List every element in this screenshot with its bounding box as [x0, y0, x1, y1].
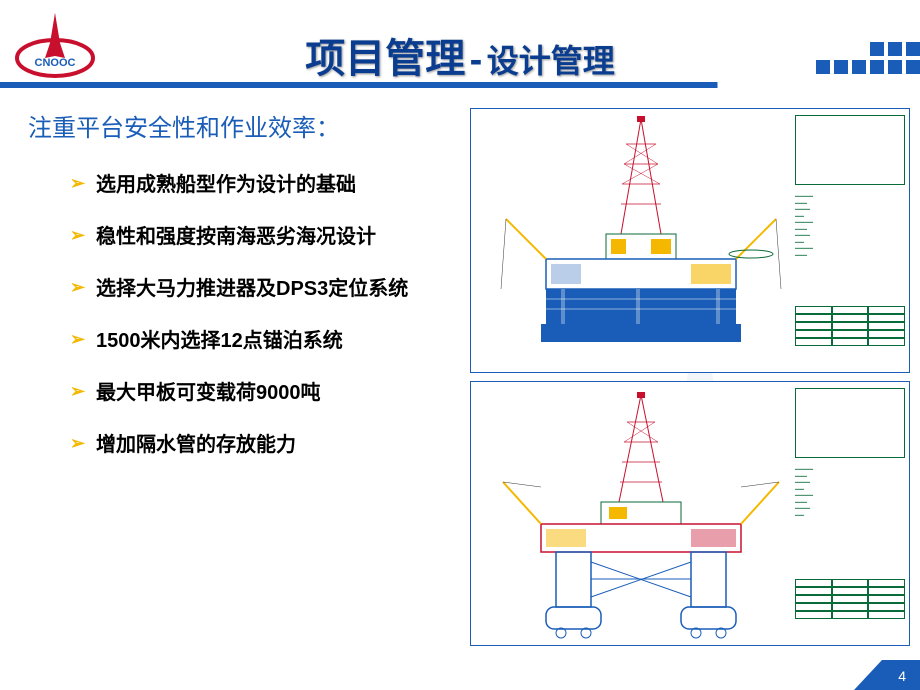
bullet-item: 选择大马力推进器及DPS3定位系统 [70, 271, 458, 307]
title-container: 项目管理 - 设计管理 [0, 4, 920, 84]
title-separator: - [470, 39, 483, 81]
rig-diagram-side-view: ━━━━━━━━━━━━━━━━━━━━━━━━━━━━━━━━━━━━━━━━… [470, 108, 910, 373]
bullet-item: 稳性和强度按南海恶劣海况设计 [70, 219, 458, 255]
diagram-column: ━━━━━━━━━━━━━━━━━━━━━━━━━━━━━━━━━━━━━━━━… [470, 108, 910, 646]
bullet-item: 选用成熟船型作为设计的基础 [70, 167, 458, 203]
svg-text:CNOOC: CNOOC [35, 57, 76, 69]
title-main: 项目管理 [305, 37, 465, 81]
slide-header: CNOOC 项目管理 - 设计管理 [0, 0, 920, 88]
header-decoration-squares [816, 42, 920, 74]
rig-diagram-front-view: ━━━━━━━━━━━━━━━━━━━━━━━━━━━━━━━━━━━━ [470, 381, 910, 646]
bullet-list: 选用成熟船型作为设计的基础 稳性和强度按南海恶劣海况设计 选择大马力推进器及DP… [28, 167, 458, 463]
content-area: 注重平台安全性和作业效率： 选用成熟船型作为设计的基础 稳性和强度按南海恶劣海况… [0, 88, 920, 646]
bullet-item: 增加隔水管的存放能力 [70, 427, 458, 463]
cnooc-logo: CNOOC [10, 8, 100, 80]
spec-table-block [795, 306, 905, 366]
subtitle: 注重平台安全性和作业效率： [28, 108, 458, 143]
bullet-item: 1500米内选择12点锚泊系统 [70, 323, 458, 359]
spec-table-block [795, 579, 905, 639]
header-underline [0, 82, 920, 88]
spec-title-block [795, 388, 905, 458]
text-column: 注重平台安全性和作业效率： 选用成熟船型作为设计的基础 稳性和强度按南海恶劣海况… [28, 108, 458, 646]
page-number: 4 [898, 668, 906, 684]
footer-decoration [854, 660, 882, 690]
title-sub: 设计管理 [487, 43, 615, 79]
spec-text-block: ━━━━━━━━━━━━━━━━━━━━━━━━━━━━━━━━━━━━━━━━… [795, 194, 905, 259]
spec-title-block [795, 115, 905, 185]
spec-text-block: ━━━━━━━━━━━━━━━━━━━━━━━━━━━━━━━━━━━━ [795, 467, 905, 519]
bullet-item: 最大甲板可变载荷9000吨 [70, 375, 458, 411]
